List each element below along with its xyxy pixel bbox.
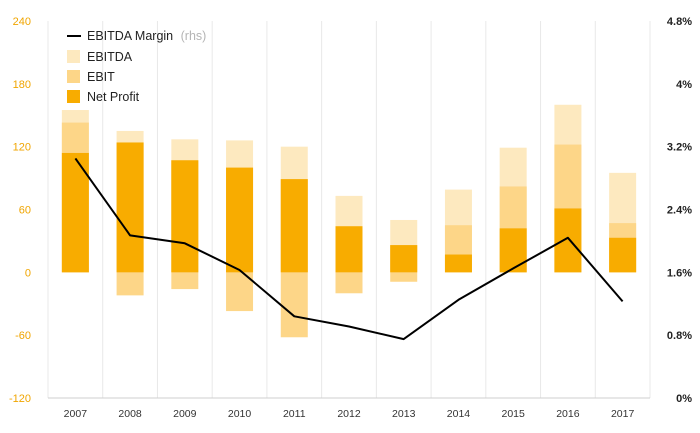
- right-axis-tick-label: 2.4%: [667, 205, 692, 217]
- left-axis-tick-label: -120: [9, 393, 31, 405]
- legend-series-suffix: (rhs): [181, 29, 207, 43]
- bar-net-profit: [554, 208, 582, 273]
- bar-series: [61, 104, 637, 338]
- ebitda-margin-line: [74, 157, 624, 341]
- left-axis-tick-label: -60: [15, 330, 31, 342]
- bar-ebit-negative: [390, 272, 418, 282]
- bar-net-profit: [280, 179, 308, 273]
- bar-net-profit: [116, 142, 144, 273]
- x-axis-tick-label: 2014: [447, 408, 471, 420]
- x-axis-tick-label: 2012: [337, 408, 361, 420]
- legend-swatch-ebit: [67, 70, 80, 83]
- x-axis-tick-label: 2011: [283, 408, 306, 420]
- right-axis-tick-label: 4%: [676, 79, 692, 91]
- x-axis-tick-label: 2007: [64, 408, 88, 420]
- x-axis-tick-label: 2013: [392, 408, 416, 420]
- right-axis-tick-label: 3.2%: [667, 142, 692, 154]
- right-axis-tick-label: 1.6%: [667, 267, 692, 279]
- legend-swatch-ebitda: [67, 50, 80, 63]
- bar-net-profit: [171, 160, 199, 273]
- x-axis-tick-label: 2008: [118, 408, 142, 420]
- legend: EBITDA Margin (rhs) EBITDA EBIT Net Prof…: [67, 29, 206, 104]
- axes: 240 180 120 60 0 -60 -120 4.8% 4% 3.2% 2.4% 1.6% 0.8…: [9, 16, 692, 420]
- bar-net-profit: [390, 245, 418, 273]
- left-axis-tick-label: 60: [19, 205, 31, 217]
- legend-label-ebit: EBIT: [87, 70, 115, 84]
- right-axis-tick-label: 4.8%: [667, 16, 692, 28]
- x-axis-tick-label: 2010: [228, 408, 252, 420]
- bar-net-profit: [61, 152, 89, 273]
- bar-net-profit: [335, 226, 363, 273]
- right-axis-tick-label: 0.8%: [667, 330, 692, 342]
- left-axis-tick-label: 0: [25, 267, 31, 279]
- right-axis-tick-label: 0%: [676, 393, 692, 405]
- x-axis-tick-label: 2015: [502, 408, 526, 420]
- left-axis-tick-label: 180: [13, 79, 31, 91]
- legend-label-ebitda-margin: EBITDA Margin (rhs): [87, 29, 206, 43]
- legend-swatch-net-profit: [67, 90, 80, 103]
- bar-ebit-negative: [116, 272, 144, 296]
- bar-net-profit: [226, 167, 254, 273]
- grid-lines: [47, 21, 651, 399]
- legend-series-name: EBITDA Margin: [87, 29, 173, 43]
- bar-ebit-negative: [335, 272, 363, 294]
- bar-net-profit: [609, 237, 637, 273]
- legend-label-net-profit: Net Profit: [87, 90, 140, 104]
- bar-ebit-negative: [280, 272, 308, 338]
- bar-ebit-negative: [171, 272, 199, 290]
- x-axis-tick-label: 2016: [556, 408, 580, 420]
- x-axis-tick-label: 2017: [611, 408, 635, 420]
- legend-label-ebitda: EBITDA: [87, 50, 133, 64]
- left-axis-tick-label: 120: [13, 142, 31, 154]
- margin-line-series: [74, 157, 624, 341]
- bar-net-profit: [444, 254, 472, 273]
- bar-net-profit: [499, 228, 527, 273]
- x-axis-tick-label: 2009: [173, 408, 197, 420]
- left-axis-tick-label: 240: [13, 16, 31, 28]
